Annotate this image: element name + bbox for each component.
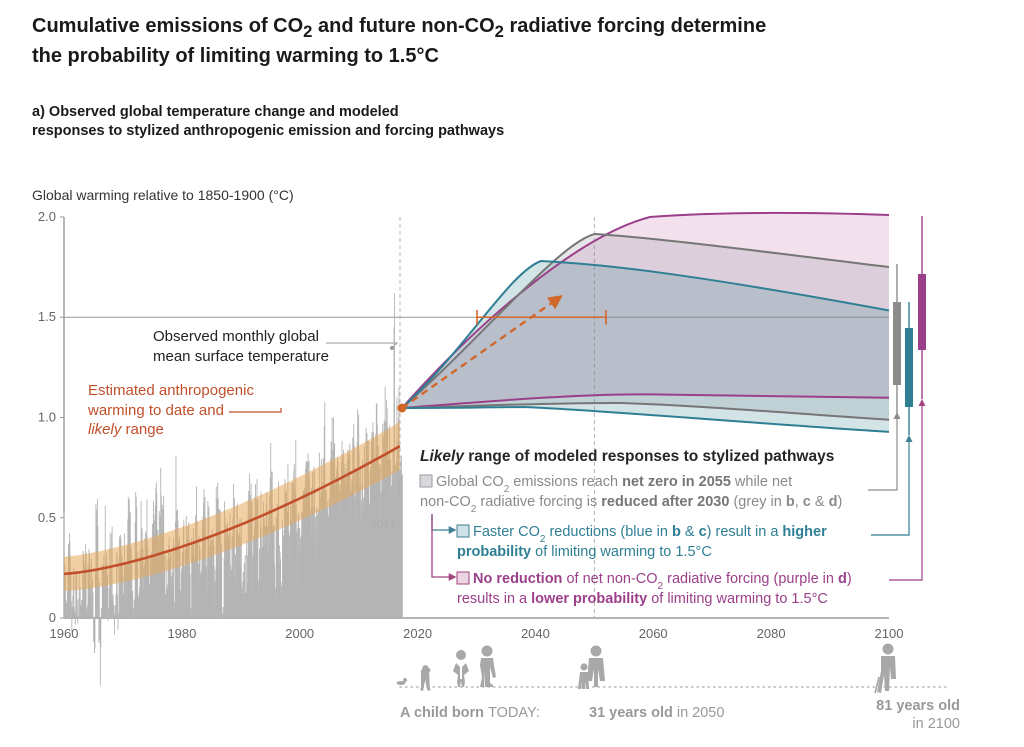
svg-text:1980: 1980 [167, 626, 196, 641]
svg-text:2040: 2040 [521, 626, 550, 641]
svg-text:No reduction of net non-CO2 ra: No reduction of net non-CO2 radiative fo… [473, 571, 852, 592]
svg-text:mean surface temperature: mean surface temperature [153, 348, 329, 365]
svg-text:likely range: likely range [88, 421, 164, 438]
svg-text:Faster CO2 reductions (blue in: Faster CO2 reductions (blue in b & c) re… [473, 524, 827, 545]
svg-text:Global CO2 emissions reach net: Global CO2 emissions reach net zero in 2… [436, 474, 792, 495]
svg-text:Global warming relative to 185: Global warming relative to 1850-1900 (°C… [32, 187, 294, 203]
svg-text:Observed monthly global: Observed monthly global [153, 328, 319, 345]
svg-text:81 years old: 81 years old [876, 698, 960, 714]
svg-text:2100: 2100 [875, 626, 904, 641]
svg-text:probability of limiting warmin: probability of limiting warming to 1.5°C [457, 544, 712, 560]
svg-text:Likely range of modeled respon: Likely range of modeled responses to sty… [420, 448, 834, 465]
svg-text:0.5: 0.5 [38, 510, 56, 525]
svg-text:1.0: 1.0 [38, 410, 56, 425]
svg-text:1960: 1960 [50, 626, 79, 641]
svg-text:results in a lower probability: results in a lower probability of limiti… [457, 591, 828, 607]
svg-text:Estimated anthropogenic: Estimated anthropogenic [88, 382, 254, 399]
svg-text:2060: 2060 [639, 626, 668, 641]
svg-text:A child born TODAY:: A child born TODAY: [400, 705, 540, 721]
svg-text:31 years old in 2050: 31 years old in 2050 [589, 705, 724, 721]
svg-text:in 2100: in 2100 [912, 716, 960, 732]
svg-text:non-CO2 radiative forcing is r: non-CO2 radiative forcing is reduced aft… [420, 494, 842, 515]
svg-text:2020: 2020 [403, 626, 432, 641]
svg-text:1.5: 1.5 [38, 309, 56, 324]
svg-text:2000: 2000 [285, 626, 314, 641]
svg-text:warming to date and: warming to date and [87, 402, 224, 419]
svg-text:0: 0 [49, 610, 56, 625]
svg-text:2080: 2080 [757, 626, 786, 641]
svg-text:2.0: 2.0 [38, 209, 56, 224]
